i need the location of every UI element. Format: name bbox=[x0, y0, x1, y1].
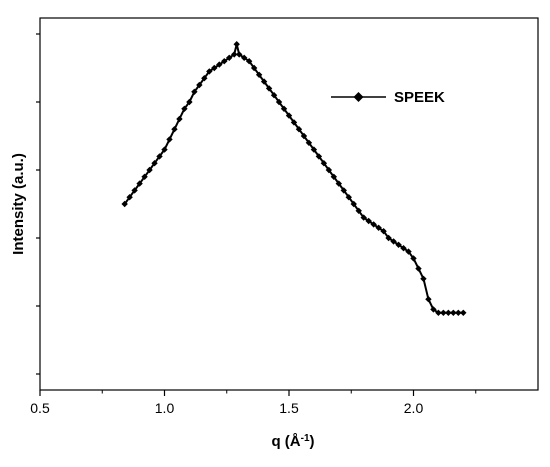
data-point bbox=[425, 296, 432, 303]
x-axis-label-main: q (Å bbox=[271, 433, 300, 450]
data-point bbox=[285, 112, 293, 119]
data-point bbox=[255, 71, 263, 78]
data-point bbox=[161, 146, 168, 153]
data-point bbox=[405, 248, 412, 255]
tick-layer: 0.5 1.0 1.5 2.0 bbox=[30, 33, 477, 416]
data-point bbox=[300, 132, 308, 140]
data-layer bbox=[121, 41, 467, 316]
x-tick-label: 2.0 bbox=[404, 400, 424, 416]
data-point bbox=[380, 228, 387, 235]
data-point bbox=[166, 136, 173, 143]
data-point bbox=[151, 160, 158, 167]
legend: SPEEK bbox=[331, 89, 445, 106]
data-point bbox=[350, 200, 357, 208]
x-axis-label-superscript: -1 bbox=[301, 433, 310, 444]
data-point bbox=[171, 126, 178, 133]
data-point bbox=[445, 309, 452, 316]
data-point bbox=[236, 51, 243, 58]
data-point bbox=[330, 173, 338, 180]
data-point bbox=[460, 309, 467, 316]
data-point bbox=[355, 207, 362, 214]
data-point bbox=[340, 187, 347, 194]
data-point bbox=[435, 309, 442, 316]
x-tick-label: 1.5 bbox=[279, 400, 299, 416]
data-point bbox=[320, 160, 328, 167]
data-point bbox=[240, 54, 248, 61]
data-point bbox=[270, 92, 278, 99]
data-point bbox=[420, 275, 427, 282]
x-tick-label: 0.5 bbox=[30, 400, 50, 416]
data-point bbox=[315, 153, 323, 160]
data-point bbox=[335, 180, 342, 187]
data-point bbox=[360, 214, 367, 221]
data-point bbox=[375, 224, 382, 231]
data-point bbox=[305, 139, 313, 146]
data-point bbox=[121, 200, 128, 208]
plot-frame bbox=[39, 17, 539, 391]
legend-marker bbox=[353, 92, 364, 102]
data-point bbox=[136, 180, 143, 187]
data-point bbox=[146, 166, 153, 174]
data-point bbox=[295, 126, 303, 133]
data-point bbox=[440, 309, 447, 316]
data-point bbox=[201, 75, 208, 82]
data-point bbox=[275, 98, 283, 106]
data-point bbox=[345, 194, 352, 201]
data-point bbox=[290, 119, 298, 126]
series-line bbox=[123, 43, 464, 314]
data-point bbox=[211, 64, 218, 72]
data-point bbox=[430, 306, 437, 313]
data-point bbox=[385, 234, 392, 242]
data-point bbox=[191, 88, 198, 95]
data-point bbox=[131, 187, 138, 194]
data-point bbox=[390, 238, 397, 245]
x-axis-label-suffix: ) bbox=[310, 433, 315, 450]
data-point bbox=[141, 173, 148, 180]
data-point bbox=[310, 146, 318, 153]
data-point bbox=[216, 61, 223, 68]
data-point bbox=[260, 78, 268, 85]
data-point bbox=[176, 115, 183, 123]
data-point bbox=[265, 85, 273, 92]
data-point bbox=[280, 105, 288, 112]
data-point bbox=[231, 51, 238, 58]
data-point bbox=[250, 64, 258, 72]
data-point bbox=[450, 309, 457, 316]
data-point bbox=[186, 98, 193, 106]
data-point bbox=[206, 68, 213, 75]
data-point bbox=[233, 41, 240, 48]
legend-label: SPEEK bbox=[394, 89, 445, 106]
data-point bbox=[126, 194, 133, 201]
data-point bbox=[156, 153, 163, 160]
data-point bbox=[226, 54, 233, 61]
data-point bbox=[400, 245, 407, 252]
data-point bbox=[455, 309, 462, 316]
data-point bbox=[325, 166, 333, 174]
data-point bbox=[415, 265, 422, 272]
data-point bbox=[196, 81, 203, 89]
data-point bbox=[221, 58, 228, 65]
data-point bbox=[365, 217, 372, 225]
data-point bbox=[370, 221, 377, 228]
x-axis-label: q (Å-1) bbox=[271, 433, 314, 450]
data-point bbox=[245, 58, 253, 65]
data-point bbox=[410, 255, 417, 262]
x-tick-label: 1.0 bbox=[155, 400, 175, 416]
y-axis-label: Intensity (a.u.) bbox=[10, 153, 27, 255]
data-point bbox=[181, 105, 188, 112]
plot-frame-layer bbox=[39, 17, 539, 391]
data-point bbox=[395, 241, 402, 248]
